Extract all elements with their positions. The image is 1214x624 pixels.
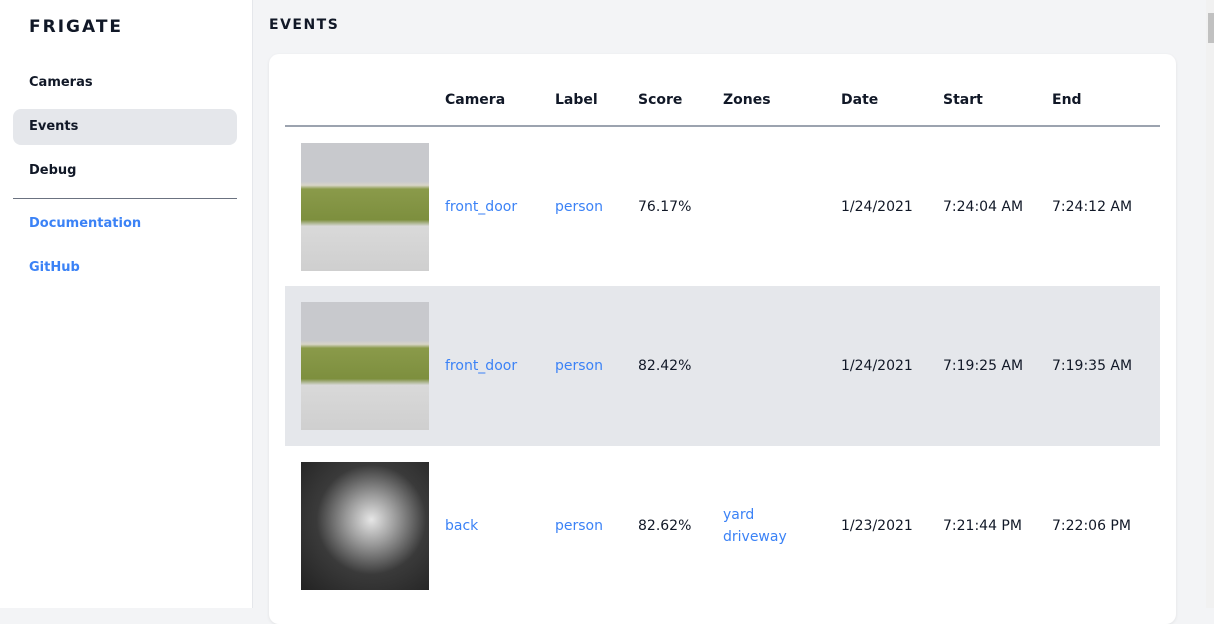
score: 76.17% [638, 198, 692, 215]
sidebar-divider [13, 198, 237, 199]
scrollbar[interactable] [1206, 0, 1214, 608]
header-end: End [1052, 74, 1160, 127]
header-score: Score [638, 74, 723, 127]
label-link[interactable]: person [555, 198, 603, 215]
date: 1/24/2021 [841, 286, 943, 446]
logo: FRIGATE [29, 17, 124, 37]
header-label: Label [555, 74, 638, 127]
end-time: 7:22:06 PM [1052, 518, 1131, 534]
camera-link[interactable]: front_door [445, 358, 518, 374]
date: 1/24/2021 [841, 198, 913, 215]
sidebar: FRIGATE Cameras Events Debug Documentati… [0, 0, 253, 608]
header-date: Date [841, 74, 943, 127]
sidebar-item-debug[interactable]: Debug [29, 163, 77, 178]
thumbnail-cell [285, 126, 445, 286]
table-row[interactable]: front_door person 82.42% 1/24/2021 7:19:… [285, 286, 1160, 446]
scrollbar-thumb[interactable] [1208, 13, 1214, 43]
camera-link[interactable]: front_door [445, 198, 518, 215]
label-link[interactable]: person [555, 358, 603, 374]
sidebar-item-cameras[interactable]: Cameras [29, 75, 93, 90]
end-time: 7:24:12 AM [1052, 198, 1133, 215]
date: 1/23/2021 [841, 518, 913, 534]
score: 82.62% [638, 518, 692, 534]
label-link[interactable]: person [555, 518, 603, 534]
page-title: EVENTS [269, 17, 340, 33]
thumbnail-cell [285, 286, 445, 446]
start-time: 7:24:04 AM [943, 198, 1024, 215]
score: 82.42% [638, 286, 723, 446]
end-time: 7:19:35 AM [1052, 286, 1160, 446]
camera-link[interactable]: back [445, 518, 479, 534]
zone-link[interactable]: driveway [723, 529, 787, 545]
header-start: Start [943, 74, 1052, 127]
start-time: 7:19:25 AM [943, 286, 1052, 446]
header-camera: Camera [445, 74, 555, 127]
table-row[interactable]: back person 82.62% yard driveway 1/23/202… [285, 446, 1160, 606]
event-thumbnail[interactable] [301, 302, 429, 430]
event-thumbnail[interactable] [301, 462, 429, 590]
events-card: Camera Label Score Zones Date Start End … [269, 54, 1176, 624]
thumbnail-cell [285, 446, 445, 606]
github-link[interactable]: GitHub [29, 260, 80, 275]
table-row[interactable]: front_door person 76.17% 1/24/2021 7:24:… [285, 126, 1160, 286]
events-table: Camera Label Score Zones Date Start End … [285, 74, 1160, 606]
start-time: 7:21:44 PM [943, 518, 1022, 534]
sidebar-item-events[interactable]: Events [13, 109, 237, 145]
event-thumbnail[interactable] [301, 142, 429, 271]
header-thumbnail [285, 74, 445, 127]
header-zones: Zones [723, 74, 841, 127]
zone-link[interactable]: yard [723, 507, 755, 523]
documentation-link[interactable]: Documentation [29, 216, 142, 231]
